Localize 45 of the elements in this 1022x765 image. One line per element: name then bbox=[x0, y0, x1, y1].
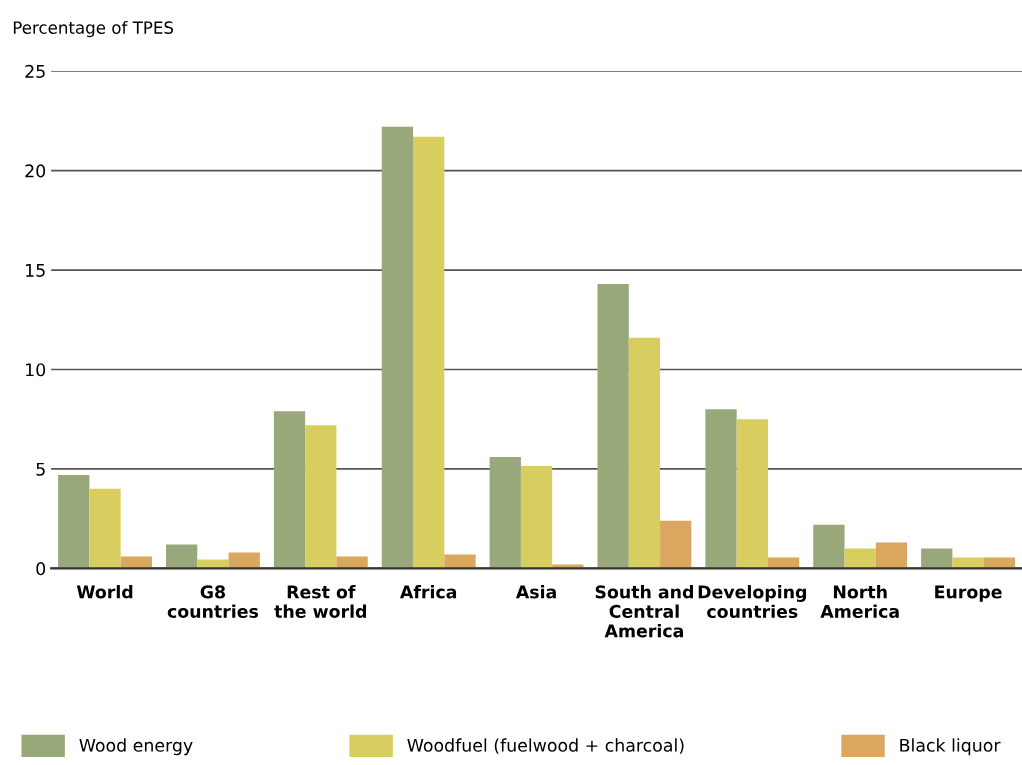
bar bbox=[197, 559, 229, 569]
x-tick-label: North America bbox=[820, 585, 899, 618]
bar bbox=[413, 136, 445, 569]
bar bbox=[58, 474, 90, 569]
y-tick-label: 20 bbox=[25, 164, 46, 178]
x-tick-label: Asia bbox=[515, 585, 556, 599]
legend-label: Black liquor bbox=[900, 738, 1001, 756]
bar bbox=[165, 544, 198, 569]
y-axis-title: Percentage of TPES bbox=[13, 21, 174, 38]
y-tick-label: 15 bbox=[26, 263, 45, 277]
bar bbox=[444, 554, 476, 569]
bar bbox=[305, 425, 337, 569]
x-tick-label: Developing countries bbox=[698, 585, 807, 619]
bar bbox=[660, 520, 692, 569]
bar bbox=[89, 488, 121, 569]
bar bbox=[875, 542, 908, 569]
bar bbox=[228, 552, 260, 569]
bar bbox=[273, 411, 306, 569]
bar bbox=[844, 548, 876, 569]
y-tick-label: 10 bbox=[26, 363, 46, 377]
x-tick-label: Rest of the world bbox=[274, 585, 367, 618]
bar bbox=[120, 556, 152, 569]
x-tick-label: World bbox=[76, 585, 133, 599]
bar bbox=[597, 283, 629, 569]
bar bbox=[813, 524, 845, 569]
y-tick-label: 25 bbox=[25, 64, 45, 78]
bar bbox=[983, 557, 1015, 569]
x-tick-label: Europe bbox=[935, 585, 1002, 602]
legend-label: Wood energy bbox=[79, 738, 193, 756]
bar bbox=[767, 557, 800, 569]
x-tick-label: G8 countries bbox=[167, 585, 259, 618]
bar bbox=[520, 465, 553, 569]
x-tick-label: Africa bbox=[400, 585, 457, 599]
bar bbox=[705, 409, 737, 569]
bar bbox=[921, 548, 953, 569]
bar bbox=[489, 457, 521, 569]
y-tick-label: 0 bbox=[36, 562, 46, 576]
bar bbox=[336, 556, 368, 569]
x-tick-label: South and Central America bbox=[595, 585, 693, 638]
bar bbox=[952, 557, 984, 569]
legend-label: Woodfuel (fuelwood + charcoal) bbox=[407, 738, 684, 754]
bar bbox=[628, 337, 661, 569]
bar bbox=[381, 126, 414, 569]
bar bbox=[736, 419, 768, 569]
y-tick-label: 5 bbox=[36, 462, 45, 476]
